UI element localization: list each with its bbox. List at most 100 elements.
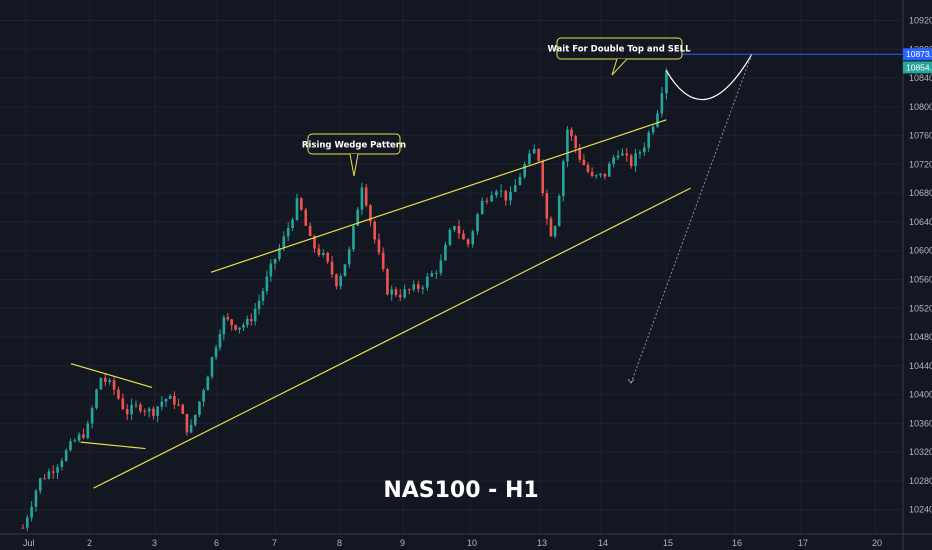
candle-body — [242, 324, 245, 328]
candle — [56, 464, 59, 479]
candle-body — [621, 153, 624, 156]
candle — [444, 241, 447, 261]
candle-body — [574, 136, 577, 148]
x-tick-label: 17 — [798, 538, 808, 548]
candle — [51, 465, 55, 479]
candle — [112, 377, 116, 395]
candle — [164, 398, 168, 407]
candle — [86, 420, 90, 440]
candle — [426, 273, 429, 291]
candle — [553, 225, 557, 239]
candle — [226, 313, 230, 322]
candle — [421, 285, 425, 295]
candle — [193, 414, 197, 427]
candle — [286, 222, 290, 242]
candle — [373, 220, 376, 244]
candle — [152, 406, 155, 420]
candle-body — [26, 517, 29, 528]
candle-body — [360, 187, 364, 210]
candle-body — [104, 377, 107, 382]
callout-rising-wedge[interactable]: Rising Wedge Pattern — [302, 133, 406, 177]
candle-body — [278, 248, 281, 259]
candle-body — [112, 380, 116, 390]
candle-body — [134, 404, 138, 406]
candle-body — [261, 291, 265, 301]
candle — [490, 191, 493, 203]
candle-body — [253, 308, 257, 322]
candle-body — [586, 164, 590, 172]
triangle-upper-line[interactable] — [70, 363, 153, 388]
y-tick-label: 10440.0 — [909, 361, 932, 371]
candle — [629, 153, 633, 169]
candle-body — [282, 236, 286, 249]
candle — [448, 227, 452, 247]
double-top-projection[interactable] — [665, 54, 753, 101]
candle — [73, 438, 77, 443]
candle-body — [457, 226, 461, 234]
candle-body — [60, 460, 64, 468]
candle-body — [394, 289, 398, 295]
candle-body — [326, 253, 329, 262]
candle-body — [518, 176, 522, 186]
candle-body — [152, 408, 155, 416]
candle-body — [590, 171, 594, 176]
triangle-lower-line[interactable] — [80, 441, 146, 450]
candle-body — [562, 161, 565, 197]
price-axis[interactable]: 10240.0 10280.0 10320.0 10360.0 10400.0 10440… — [902, 0, 932, 550]
candle-body — [64, 450, 68, 461]
candle-body — [352, 225, 355, 250]
y-tick-label: 10640.0 — [909, 217, 932, 227]
x-tick-label: Jul — [23, 538, 35, 548]
candle — [261, 287, 265, 306]
callout-double-top[interactable]: Wait For Double Top and SELL — [547, 37, 691, 76]
candle — [295, 193, 299, 221]
candle — [242, 322, 245, 332]
y-tick-label: 10400.0 — [909, 390, 932, 400]
candle — [143, 408, 147, 416]
time-axis[interactable]: Jul 2 3 6 7 8 9 10 13 14 15 16 17 20 — [0, 533, 932, 548]
candle-body — [214, 347, 218, 358]
candle — [265, 270, 269, 295]
x-tick-label: 20 — [872, 538, 882, 548]
candle — [30, 501, 33, 522]
wedge-upper-line[interactable] — [210, 119, 667, 273]
candle-body — [265, 276, 269, 292]
candle-body — [206, 376, 210, 391]
candle-body — [47, 471, 51, 479]
candle-body — [321, 253, 325, 255]
candle-body — [308, 225, 312, 237]
candle — [38, 477, 42, 494]
candle — [643, 142, 646, 156]
candle-body — [421, 287, 425, 290]
callout-label: Wait For Double Top and SELL — [547, 45, 691, 55]
wedge-lower-line[interactable] — [93, 187, 691, 489]
candle — [69, 438, 72, 452]
candle — [398, 289, 402, 302]
price-tag[interactable]: 10854.8 — [903, 61, 932, 74]
candle-body — [335, 274, 338, 287]
price-tag-label: 10873.1 — [906, 49, 932, 59]
candle-body — [390, 289, 393, 295]
candle-body — [616, 155, 620, 158]
candle — [541, 159, 545, 197]
candle-body — [625, 153, 629, 156]
candle-body — [86, 423, 90, 438]
candle-body — [330, 261, 334, 275]
candle — [509, 186, 512, 206]
candle-body — [34, 490, 38, 507]
candle — [457, 219, 461, 239]
callout-pointer — [349, 153, 359, 177]
price-tag[interactable]: 10873.1 — [903, 48, 932, 61]
y-tick-label: 10360.0 — [909, 418, 932, 428]
candle — [104, 373, 107, 387]
candle-body — [343, 264, 347, 277]
sell-arrow-head — [627, 378, 635, 384]
candle — [291, 217, 294, 232]
candle — [537, 148, 540, 163]
candle — [121, 393, 125, 410]
candle-body — [139, 404, 142, 411]
candle — [518, 172, 522, 186]
candle — [545, 189, 549, 225]
candle — [549, 216, 553, 237]
